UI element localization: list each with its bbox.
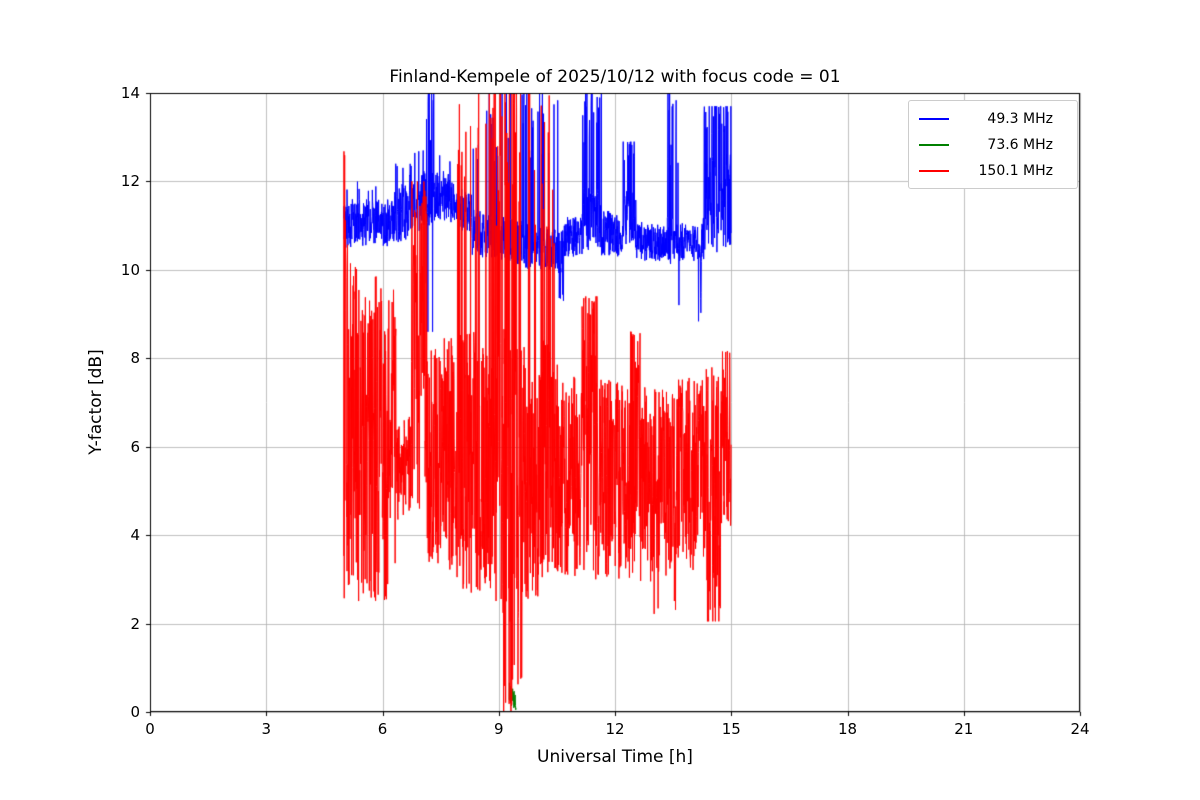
- x-tick-label: 18: [837, 720, 858, 738]
- chart-title: Finland-Kempele of 2025/10/12 with focus…: [389, 67, 841, 87]
- x-tick-label: 15: [721, 720, 741, 738]
- legend-line-150-1-mhz: [919, 169, 949, 172]
- y-tick-label: 12: [120, 172, 140, 191]
- x-axis-label: Universal Time [h]: [537, 747, 693, 767]
- legend: 49.3 MHz 73.6 MHz 150.1 MHz: [908, 100, 1078, 189]
- y-tick-label: 0: [130, 703, 140, 721]
- legend-line-73-6-mhz: [919, 143, 949, 146]
- x-tick-label: 6: [377, 720, 388, 738]
- legend-label-49-3-mhz: 49.3 MHz: [987, 110, 1053, 127]
- x-tick-label: 9: [493, 720, 504, 738]
- legend-entry: 73.6 MHz: [919, 136, 1067, 153]
- y-tick-label: 10: [120, 260, 140, 279]
- legend-label-150-1-mhz: 150.1 MHz: [978, 162, 1053, 179]
- y-tick-label: 14: [120, 84, 140, 102]
- legend-label-73-6-mhz: 73.6 MHz: [987, 136, 1053, 153]
- y-tick-label: 4: [130, 526, 140, 545]
- legend-line-49-3-mhz: [919, 117, 949, 120]
- y-tick-label: 8: [130, 349, 140, 368]
- legend-entry: 150.1 MHz: [919, 162, 1067, 179]
- y-tick-label: 2: [130, 614, 140, 633]
- x-tick-label: 21: [954, 720, 974, 738]
- x-tick-label: 12: [605, 720, 625, 738]
- x-tick-label: 3: [261, 720, 272, 738]
- y-tick-label: 6: [130, 437, 140, 456]
- x-tick-label: 24: [1070, 720, 1090, 738]
- x-tick-label: 0: [145, 720, 155, 738]
- legend-entry: 49.3 MHz: [919, 110, 1067, 127]
